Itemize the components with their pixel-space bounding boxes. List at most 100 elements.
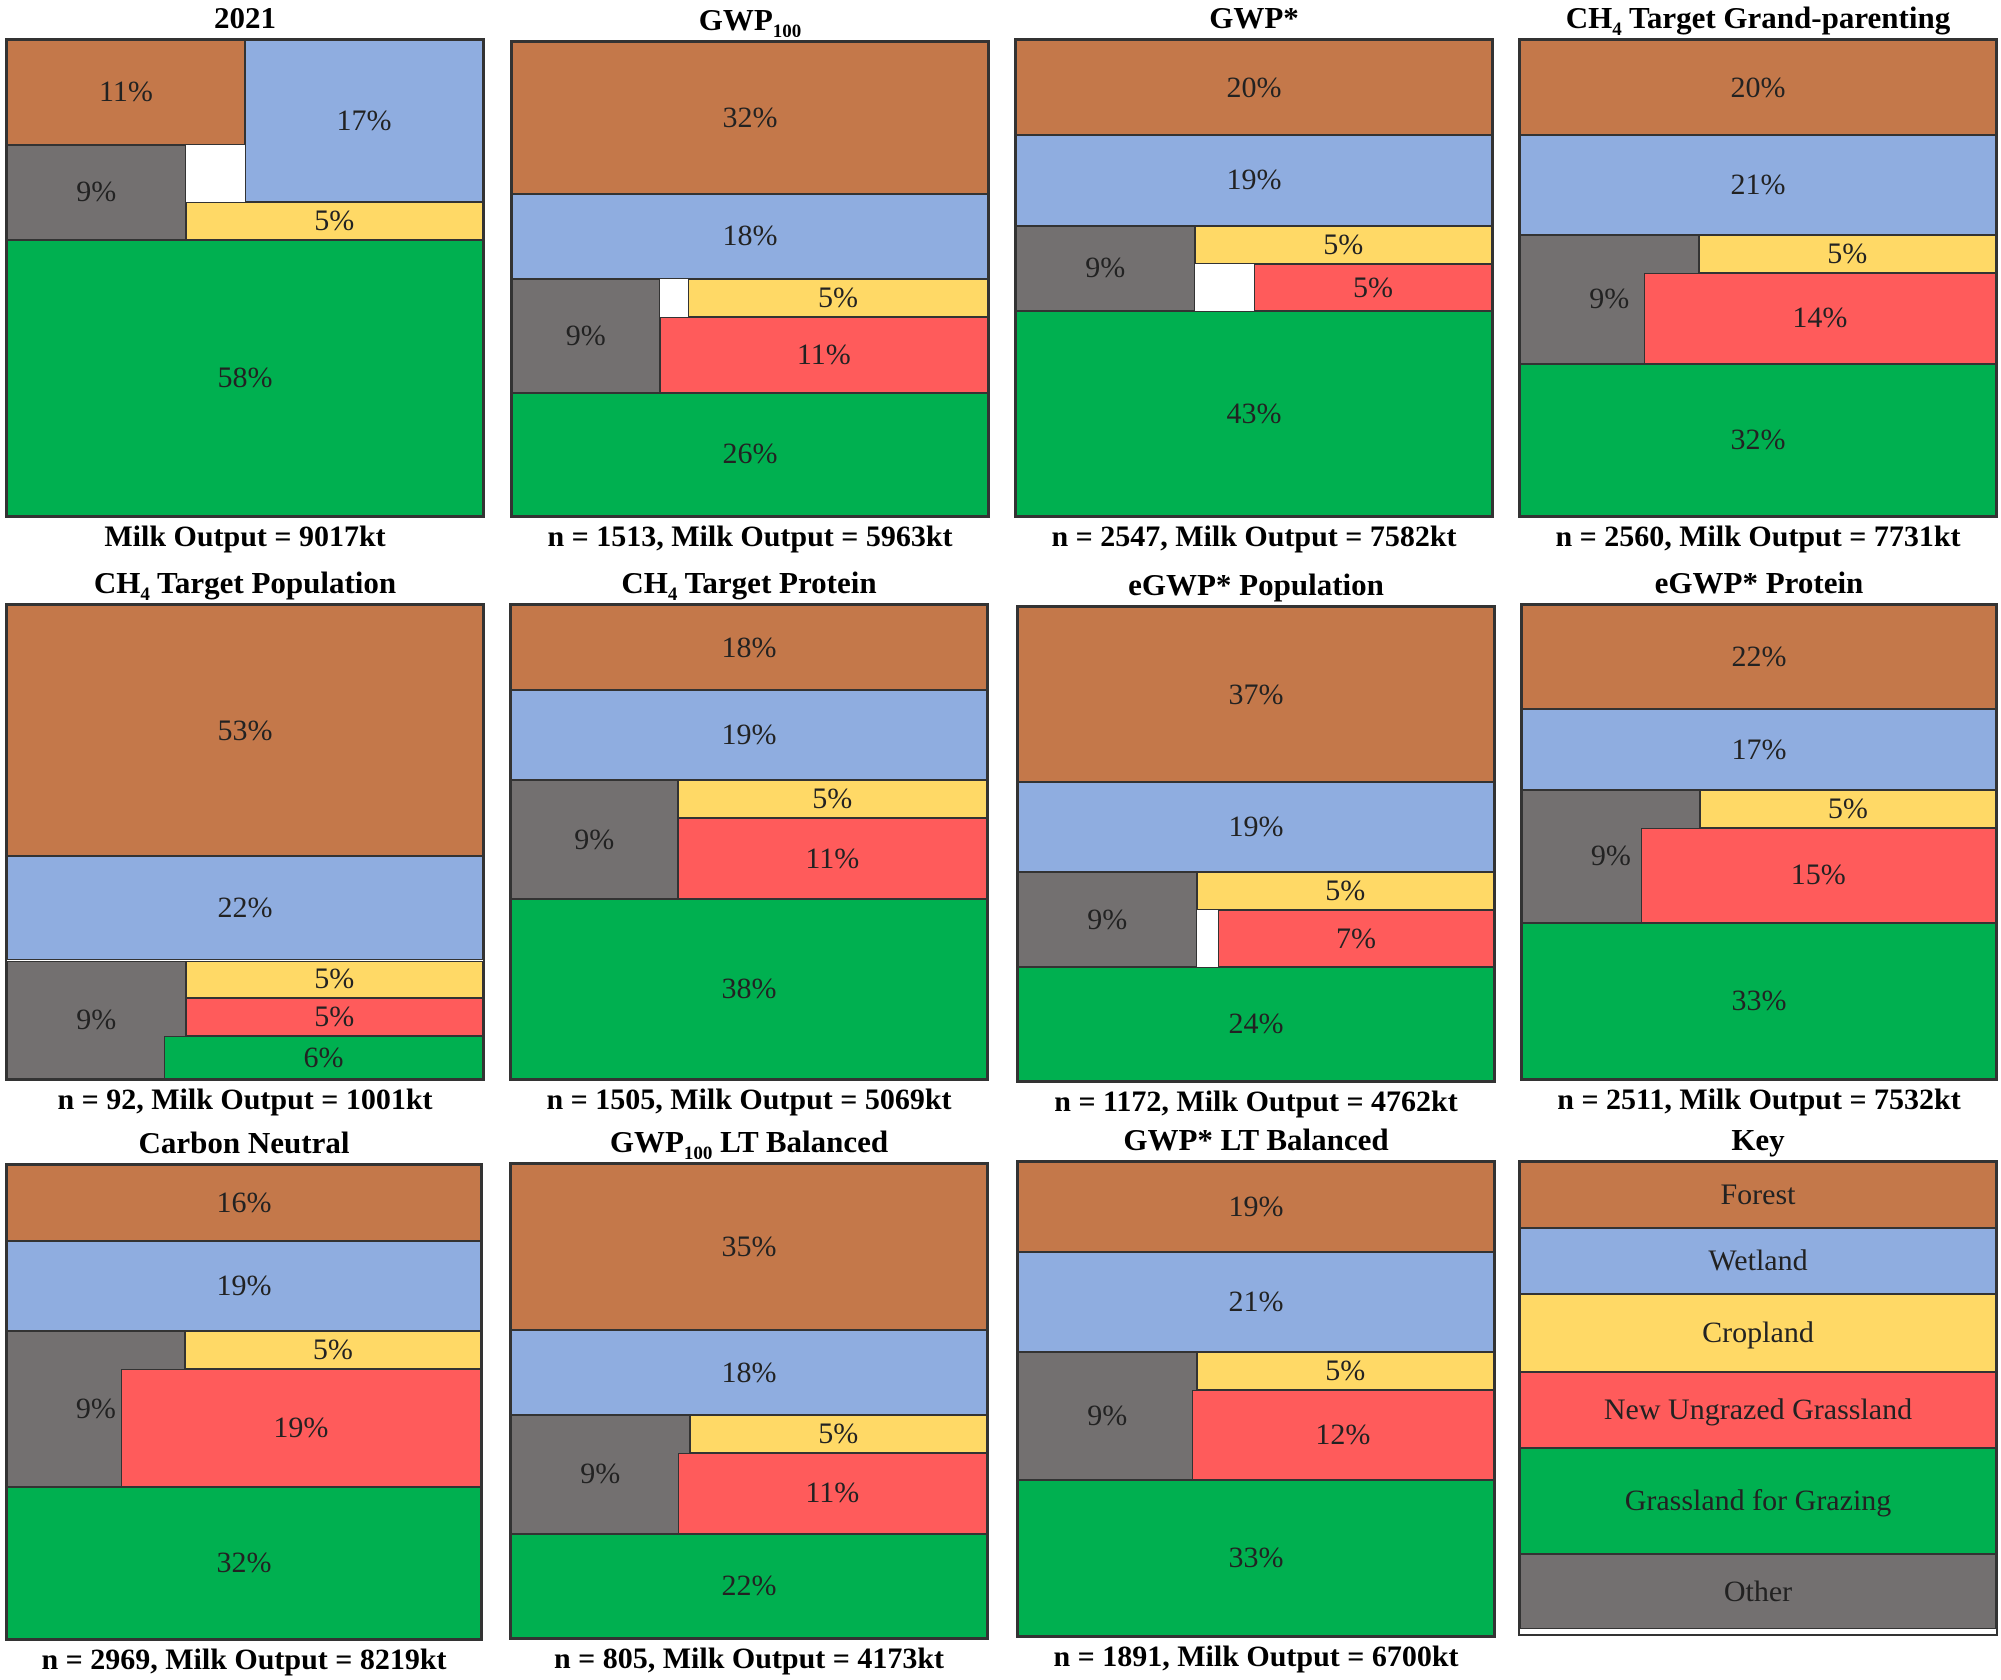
cell-percentage-label: 6% (303, 1040, 344, 1074)
cell-percentage-label: 35% (721, 1229, 777, 1263)
cell-percentage-label: 5% (818, 1417, 859, 1451)
panel-title-subscript: 100 (683, 1143, 713, 1165)
treemap-panel: 18% 19% 9% 5% 11% 38% (509, 603, 989, 1081)
treemap-cell-other: 9% (1018, 872, 1197, 968)
panel-title-text: CH (93, 565, 141, 600)
key-title-text: Key (1731, 1122, 1785, 1157)
treemap-cell-wetland: 18% (512, 193, 988, 279)
panel-title: Carbon Neutral (0, 1125, 503, 1161)
treemap-cell-other: 9% (1018, 1351, 1197, 1480)
panel-title-subscript: 4 (140, 584, 150, 606)
cell-percentage-label: 32% (216, 1546, 272, 1580)
panel-title-text: eGWP* Population (1128, 567, 1384, 602)
legend-item-grassland-for-grazing: Grassland for Grazing (1520, 1447, 1996, 1554)
cell-percentage-label: 19% (216, 1268, 272, 1302)
cell-percentage-label: 5% (314, 203, 355, 237)
cell-percentage-label: 58% (217, 360, 273, 394)
treemap-cell-forest: 18% (511, 605, 987, 691)
treemap-cell-cropland: 5% (1698, 235, 1996, 274)
panel-caption-text: n = 2969, Milk Output = 8219kt (41, 1643, 447, 1676)
treemap-panel: 35% 18% 9% 5% 11% 22% (509, 1162, 989, 1640)
cell-percentage-label: 53% (217, 713, 273, 747)
panel-title-suffix: Target Population (149, 565, 397, 600)
legend-item-label: Grassland for Grazing (1624, 1483, 1892, 1517)
treemap-cell-forest: 53% (7, 605, 483, 857)
panel-caption-text: n = 2547, Milk Output = 7582kt (1051, 520, 1457, 553)
panel-title: eGWP* Protein (1500, 565, 2001, 601)
treemap-panel: 11% 17% 9% 5% 58% (5, 38, 485, 518)
treemap-panel: 22% 17% 9% 5% 15% 33% (1520, 603, 1998, 1081)
cell-percentage-label: 5% (1353, 270, 1393, 304)
treemap-cell-other: 9% (7, 960, 186, 1079)
treemap-cell-new-ungrazed-grassland: 15% (1640, 827, 1996, 923)
cell-percentage-label: 5% (312, 1332, 353, 1366)
panel-title-text: GWP* LT Balanced (1123, 1122, 1389, 1157)
cell-percentage-label: 9% (580, 1457, 621, 1491)
treemap-cell-wetland: 18% (511, 1329, 987, 1416)
cell-percentage-label: 9% (1590, 839, 1631, 873)
treemap-cell-forest: 37% (1018, 607, 1494, 783)
panel-caption: n = 2560, Milk Output = 7731kt (1498, 520, 2001, 554)
treemap-cell-wetland: 19% (1016, 135, 1492, 226)
cell-percentage-label: 22% (1731, 640, 1787, 674)
cell-percentage-label: 33% (1731, 983, 1787, 1017)
panel-title-suffix: Target Grand-parenting (1621, 0, 1951, 35)
cell-percentage-label: 38% (721, 971, 777, 1005)
cell-percentage-label: 24% (1228, 1007, 1284, 1041)
panel-caption-text: n = 805, Milk Output = 4173kt (553, 1642, 945, 1675)
cell-percentage-label: 7% (1335, 921, 1376, 955)
treemap-cell-wetland: 19% (511, 690, 987, 781)
cell-percentage-label: 12% (1315, 1417, 1371, 1451)
cell-percentage-label: 19% (1226, 163, 1282, 197)
cell-percentage-label: 9% (75, 1392, 116, 1426)
cell-percentage-label: 21% (1730, 168, 1786, 202)
cell-percentage-label: 18% (721, 630, 777, 664)
panel-caption: n = 2547, Milk Output = 7582kt (994, 520, 1514, 554)
treemap-cell-cropland: 5% (688, 279, 988, 317)
cell-percentage-label: 5% (1827, 791, 1868, 825)
cell-percentage-label: 20% (1730, 70, 1786, 104)
cell-percentage-label: 9% (76, 175, 117, 209)
panel-title-text: eGWP* Protein (1654, 565, 1864, 600)
treemap-cell-grassland-for-grazing: 38% (511, 898, 987, 1079)
legend-item-label: New Ungrazed Grassland (1603, 1392, 1913, 1426)
panel-caption: n = 1891, Milk Output = 6700kt (996, 1640, 1516, 1674)
treemap-cell-wetland: 19% (7, 1240, 481, 1331)
cell-percentage-label: 22% (217, 891, 273, 925)
cell-percentage-label: 17% (1731, 732, 1787, 766)
treemap-cell-forest: 20% (1016, 40, 1492, 136)
cell-percentage-label: 32% (1730, 422, 1786, 456)
treemap-cell-cropland: 5% (185, 960, 483, 999)
panel-caption: n = 2969, Milk Output = 8219kt (0, 1643, 503, 1677)
panel-title-text: GWP (609, 1124, 684, 1159)
cell-percentage-label: 19% (273, 1411, 329, 1445)
legend-item-label: Wetland (1708, 1244, 1808, 1278)
panel-caption-text: n = 1891, Milk Output = 6700kt (1053, 1640, 1459, 1673)
treemap-cell-other: 9% (511, 1415, 690, 1534)
panel-title: GWP* LT Balanced (996, 1122, 1516, 1158)
treemap-cell-cropland: 5% (1194, 225, 1492, 264)
cell-percentage-label: 33% (1228, 1540, 1284, 1574)
cell-percentage-label: 5% (812, 782, 853, 816)
treemap-cell-grassland-for-grazing: 58% (7, 239, 483, 516)
panel-title: CH4 Target Population (0, 565, 505, 606)
treemap-cell-new-ungrazed-grassland: 12% (1191, 1389, 1494, 1480)
treemap-panel: 20% 21% 9% 5% 14% 32% (1518, 38, 1998, 518)
cell-percentage-label: 5% (314, 1000, 355, 1034)
legend-item-label: Cropland (1702, 1316, 1814, 1350)
cell-percentage-label: 9% (565, 318, 606, 352)
cell-percentage-label: 5% (1325, 1353, 1366, 1387)
cell-percentage-label: 9% (76, 1002, 117, 1036)
cell-percentage-label: 14% (1792, 301, 1848, 335)
cell-percentage-label: 21% (1228, 1284, 1284, 1318)
treemap-panel: 16% 19% 9% 5% 19% 32% (5, 1163, 483, 1641)
panel-title-text: 2021 (214, 0, 276, 35)
treemap-cell-wetland: 21% (1018, 1252, 1494, 1352)
panel-title-suffix: Target Protein (677, 565, 877, 600)
panel-title: GWP* (994, 0, 1514, 36)
cell-percentage-label: 11% (805, 1476, 860, 1510)
panel-title: CH4 Target Protein (489, 565, 1009, 606)
treemap-cell-other: 9% (7, 144, 186, 240)
panel-caption: n = 805, Milk Output = 4173kt (489, 1642, 1009, 1676)
